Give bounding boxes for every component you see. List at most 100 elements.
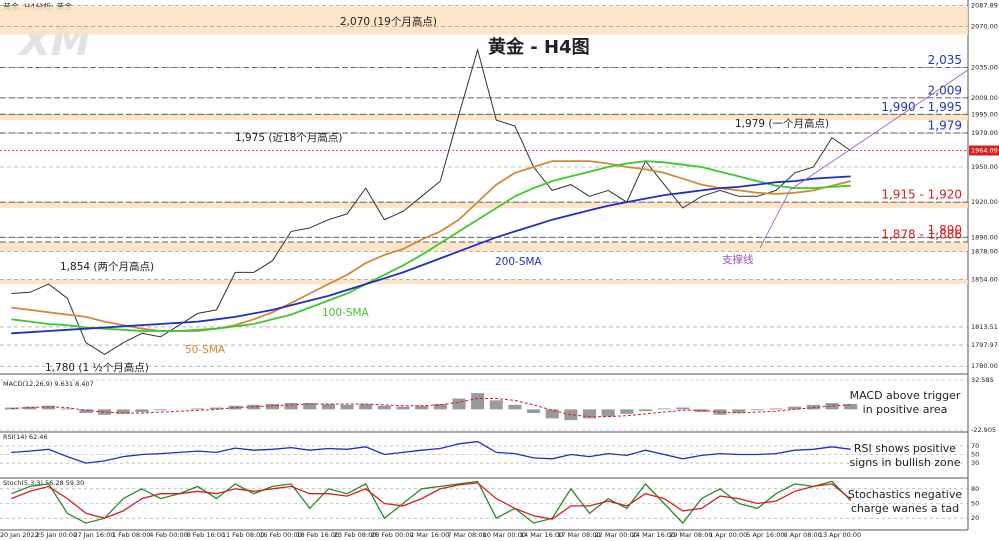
series-line [11,48,851,355]
panel-comment: signs in bullish zone [849,456,960,469]
level-label: 1,878 - 1,886 [881,227,962,241]
trend-line [789,69,969,191]
annotation: 50-SMA [185,344,226,356]
bar [527,409,541,413]
x-tick-label: 5 Apr 16:00 [746,531,784,539]
y-tick-label: 1878.00 [971,247,998,255]
bar [508,404,522,410]
panel-comment: in positive area [863,403,948,416]
bar [583,409,597,419]
bar [676,407,690,410]
y-tick-label: 1979.00 [971,129,998,137]
bar [601,409,615,417]
bar [545,409,559,419]
x-tick-label: 17 Mar 08:00 [557,531,600,539]
bar [657,408,671,410]
bar [209,407,224,410]
y-tick-label: 1995.00 [971,110,998,118]
zone [0,114,968,121]
bar [98,409,112,415]
panel-label: MACD(12,26,9) 9.631 8.407 [3,380,94,388]
bar [340,404,354,410]
x-tick-label: 11 Feb 08:00 [222,531,265,539]
annotation: 1,780 (1 ½个月高点) [45,361,149,374]
y-tick-label: 80 [971,485,979,493]
x-tick-label: 18 Feb 16:00 [296,531,339,539]
x-tick-label: 4 Feb 00:00 [149,531,188,539]
y-tick-label: -22.905 [971,426,996,434]
bar [844,403,858,410]
bar [135,409,149,413]
bar [60,408,74,410]
x-tick-label: 2 Mar 16:00 [410,531,449,539]
support-line [759,189,791,249]
level-label: 2,035 [928,53,962,67]
bar [116,409,130,414]
y-tick-label: 32.585 [971,376,994,384]
bar [23,406,37,410]
bar [825,403,839,410]
panel-comment: MACD above trigger [850,389,961,402]
y-tick-label: 30 [971,459,979,467]
panel-comment: Stochastics negative [848,488,963,501]
x-tick-label: 7 Mar 08:00 [447,531,486,539]
x-tick-label: 1 Apr 00:00 [709,531,747,539]
y-tick-label: 2087.89 [971,1,998,9]
x-tick-label: 22 Mar 00:00 [594,531,637,539]
series-line [11,482,852,520]
x-tick-label: 8 Feb 16:00 [187,531,226,539]
last-price-label: 1964.09 [971,146,998,154]
zone [0,241,968,252]
x-tick-label: 16 Feb 00:00 [259,531,302,539]
bar [620,409,634,414]
annotation: 1,975 (近18个月高点) [235,131,342,144]
bar [265,403,279,410]
panel-comment: RSI shows positive [854,442,956,455]
annotation: 支撑线 [722,253,754,266]
series-line [11,175,851,335]
y-tick-label: 2070.00 [971,22,998,30]
panel-label: RSI(14) 62.46 [3,433,48,441]
zone [0,202,968,208]
header: 黄金, H4分析: 黄金 [3,2,72,12]
bar [415,405,429,410]
x-tick-label: 24 Mar 16:00 [632,531,675,539]
bar [377,405,391,410]
y-tick-label: 1813.51 [971,323,998,331]
bar [750,409,764,411]
series-line [11,440,851,464]
zone [0,279,968,285]
y-tick-label: 70 [971,442,979,450]
bar [452,398,466,410]
last-price-box [969,145,999,156]
bar [769,408,783,410]
y-tick-label: 2035.00 [971,63,998,71]
zone [0,6,968,35]
x-tick-label: 14 Mar 16:00 [520,531,563,539]
bar [79,409,93,413]
bar [489,400,503,410]
chart-title: 黄金 - H4图 [488,36,590,58]
y-tick-label: 1780.00 [971,362,998,370]
bar [154,409,168,411]
y-tick-label: 2009.00 [971,94,998,102]
annotation: 1,854 (两个月高点) [60,260,154,273]
bar [42,405,56,410]
level-label: 1,890 [928,223,962,237]
bar [359,403,373,410]
level-label: 1,990 - 1,995 [881,100,962,114]
x-tick-label: 27 Jan 16:00 [73,531,114,539]
annotation: 200-SMA [495,256,543,268]
annotation: 1,979 (一个月高点) [735,117,829,130]
level-label: 1,915 - 1,920 [881,188,962,202]
series-line [11,160,851,332]
bar [396,406,410,410]
bar [303,403,317,410]
x-tick-label: 29 Mar 08:00 [669,531,712,539]
bar [788,406,802,410]
y-tick-label: 1854.00 [971,275,998,283]
bar [694,409,708,413]
bar [191,408,205,410]
